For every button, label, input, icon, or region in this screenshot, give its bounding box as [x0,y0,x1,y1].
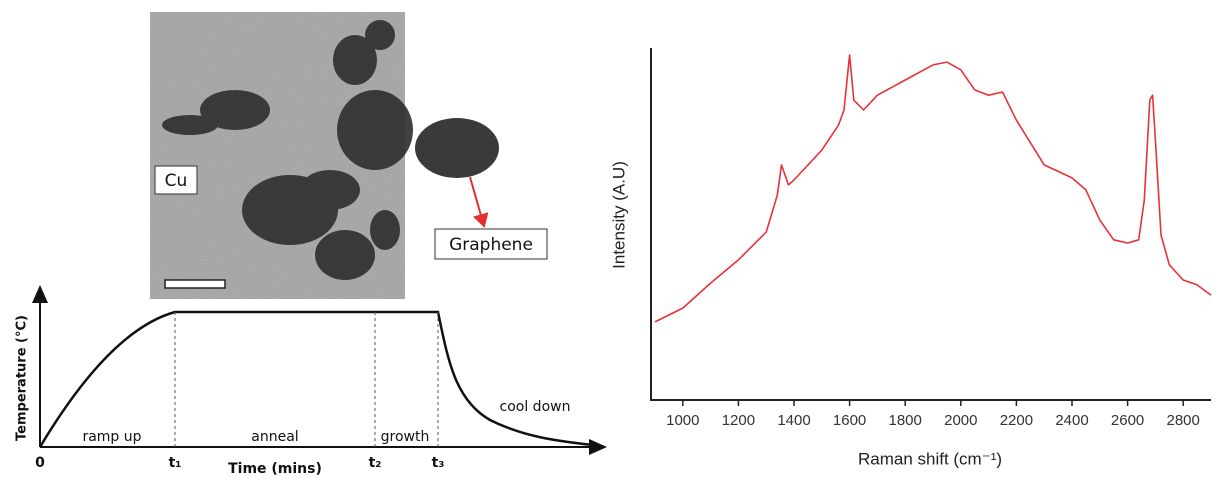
y-axis-label: Temperature (°C) [15,315,30,441]
x-tick-label: 1800 [889,412,922,429]
phase-label: growth [381,429,430,445]
figure: Cu Graphene Temperature (°C) Time (mins)… [0,0,1212,478]
x-tick-label: t₃ [432,455,445,471]
x-tick-label: 2800 [1167,412,1200,429]
x-tick-label: 2200 [1000,412,1033,429]
x-tick-label: t₂ [369,455,382,471]
phase-label: ramp up [82,429,141,445]
y-axis-label: Intensity (A.U) [609,161,628,269]
x-tick-label: 1400 [777,412,810,429]
graphene-island [415,118,499,178]
phase-label: anneal [251,429,298,445]
x-tick-label: 2400 [1055,412,1088,429]
x-axis-label: Time (mins) [228,461,322,477]
x-tick-label: 1000 [666,412,699,429]
raman-chart: Intensity (A.U) Raman shift (cm⁻¹) [609,48,1211,468]
x-tick-label: 1200 [722,412,755,429]
x-tick-label: 2000 [944,412,977,429]
x-tick-label: t₁ [169,455,182,471]
x-tick-label: 2600 [1111,412,1144,429]
x-tick-label: 0 [35,455,45,471]
schematic: Temperature (°C) Time (mins) 0 t₁ t₂ t₃ … [15,287,606,477]
graphene-label: Graphene [449,235,533,255]
spectrum-line [655,55,1211,322]
phase-label: cool down [500,399,571,415]
cu-label: Cu [165,171,188,191]
x-axis-label: Raman shift (cm⁻¹) [858,449,1002,468]
x-tick-label: 1600 [833,412,866,429]
